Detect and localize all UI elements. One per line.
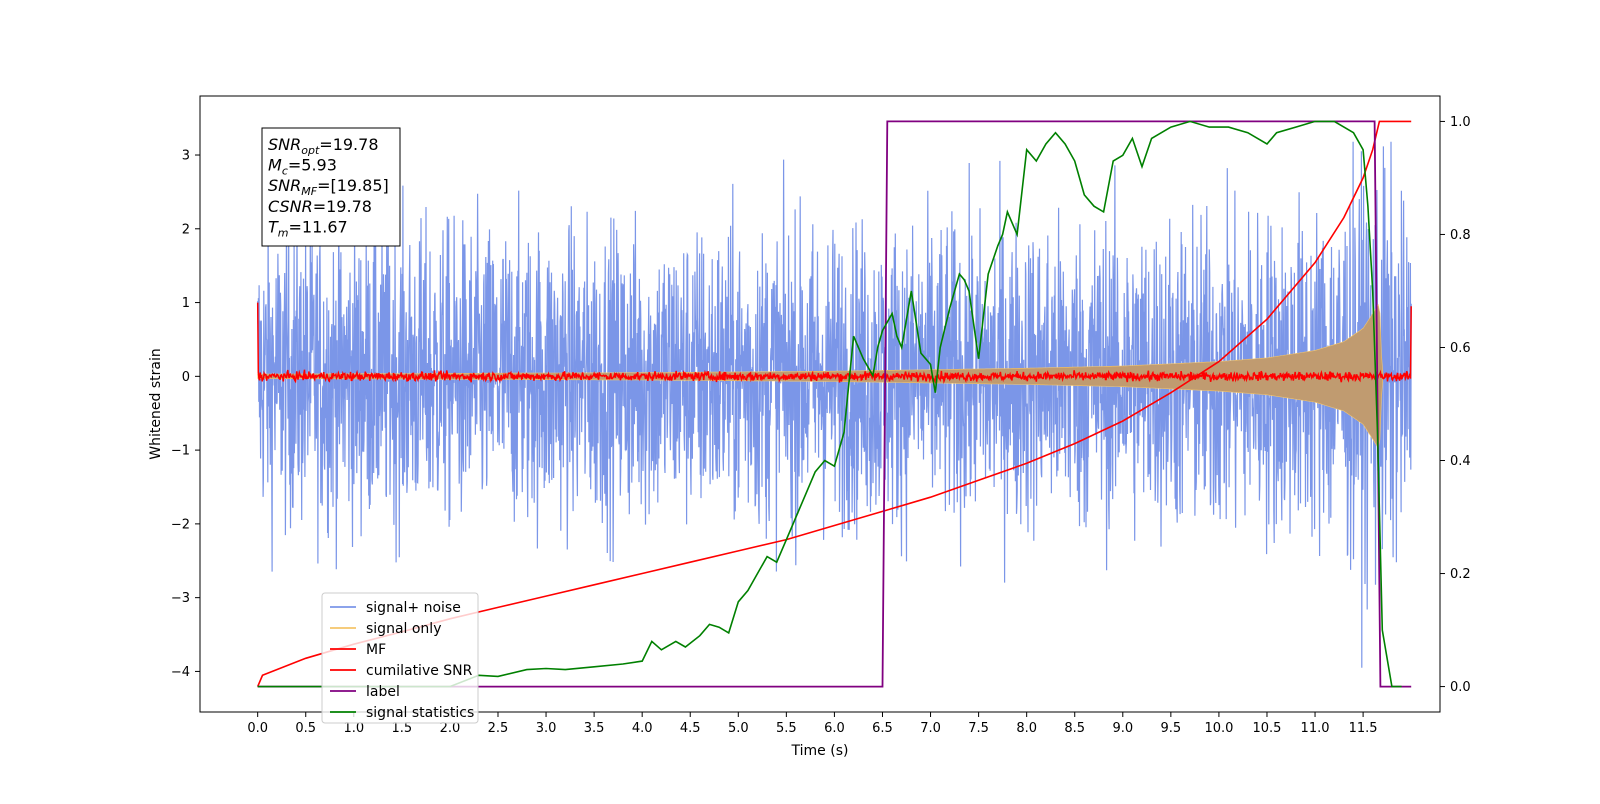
x-tick-label: 5.5 — [776, 721, 797, 736]
y2-tick-label: 0.0 — [1450, 680, 1471, 695]
x-tick-label: 11.0 — [1301, 721, 1330, 736]
x-axis: 0.0 0.5 1.0 1.5 2.0 2.5 3.0 3.5 4.0 4.5 5.0 5.5 6.0 6… — [247, 712, 1378, 736]
x-tick-label: 6.5 — [872, 721, 893, 736]
annotation-line: SNRMF=[19.85] — [268, 176, 389, 198]
y-tick-label: 2 — [182, 222, 190, 237]
annotation-line: SNRopt=19.78 — [268, 135, 379, 157]
x-tick-label: 6.0 — [824, 721, 845, 736]
stats-annotation-box: SNRopt=19.78Mc=5.93SNRMF=[19.85]CSNR=19.… — [261, 127, 401, 247]
x-tick-label: 0.0 — [247, 721, 268, 736]
legend-label: signal+ noise — [366, 600, 461, 616]
x-tick-label: 1.0 — [343, 721, 364, 736]
annotation-line: Tm=11.67 — [268, 217, 348, 239]
x-tick-label: 7.5 — [968, 721, 989, 736]
annotation-line: CSNR=19.78 — [268, 197, 372, 216]
legend-label: signal statistics — [366, 705, 474, 721]
legend-label: label — [366, 684, 400, 700]
x-tick-label: 8.5 — [1064, 721, 1085, 736]
x-tick-label: 3.0 — [536, 721, 557, 736]
x-tick-label: 3.5 — [584, 721, 605, 736]
x-tick-label: 1.5 — [392, 721, 413, 736]
y2-tick-label: 0.8 — [1450, 228, 1471, 243]
legend-label: cumilative SNR — [366, 663, 473, 679]
y-tick-label: −1 — [171, 444, 190, 459]
x-tick-label: 4.0 — [632, 721, 653, 736]
legend: signal+ noise signal only MF cumilative SNR… — [321, 592, 479, 724]
y-tick-label: −3 — [171, 591, 190, 606]
x-tick-label: 9.0 — [1112, 721, 1133, 736]
x-tick-label: 5.0 — [728, 721, 749, 736]
y-tick-label: −4 — [171, 665, 190, 680]
x-tick-label: 2.0 — [440, 721, 461, 736]
series-label — [257, 120, 1412, 688]
legend-label: signal only — [366, 621, 441, 637]
plot-area — [256, 120, 1412, 688]
x-tick-label: 10.0 — [1204, 721, 1233, 736]
annotation-line: Mc=5.93 — [268, 156, 337, 178]
x-tick-label: 11.5 — [1349, 721, 1378, 736]
x-tick-label: 7.0 — [920, 721, 941, 736]
y2-tick-label: 0.6 — [1450, 341, 1471, 356]
legend-label: MF — [366, 642, 386, 658]
y-axis-left: −4 −3 −2 −1 0 1 2 3 — [171, 149, 200, 680]
annotation-frame — [261, 127, 401, 247]
series-signal-statistics — [257, 120, 1402, 688]
series-mf — [256, 302, 1412, 384]
y-axis-label: Whitened strain — [148, 348, 164, 459]
y-tick-label: 1 — [182, 296, 190, 311]
y-axis-right: 0.0 0.2 0.4 0.6 0.8 1.0 — [1440, 115, 1471, 695]
y2-tick-label: 0.2 — [1450, 567, 1471, 582]
x-tick-label: 0.5 — [295, 721, 316, 736]
x-tick-label: 10.5 — [1253, 721, 1282, 736]
plot-frame — [199, 95, 1441, 713]
x-tick-label: 2.5 — [488, 721, 509, 736]
x-tick-label: 4.5 — [680, 721, 701, 736]
y-tick-label: 0 — [182, 370, 190, 385]
x-tick-label: 8.0 — [1016, 721, 1037, 736]
series-signal-noise — [257, 141, 1412, 668]
y2-tick-label: 1.0 — [1450, 115, 1471, 130]
legend-frame — [321, 592, 479, 724]
x-axis-label: Time (s) — [791, 743, 849, 759]
y2-tick-label: 0.4 — [1450, 454, 1471, 469]
y-tick-label: −2 — [171, 517, 190, 532]
x-tick-label: 9.5 — [1161, 721, 1182, 736]
y-tick-label: 3 — [182, 149, 190, 164]
